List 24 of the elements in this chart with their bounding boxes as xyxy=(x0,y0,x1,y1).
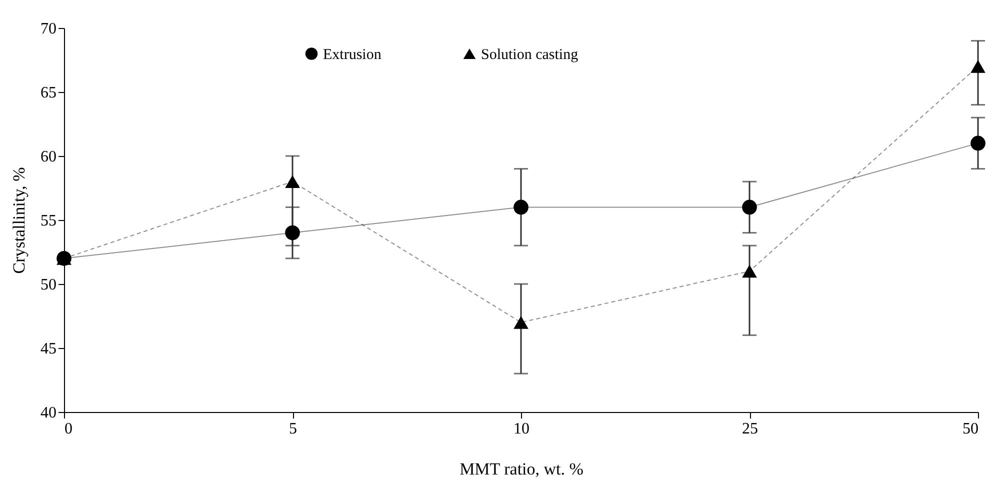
x-tick-label: 50 xyxy=(962,420,978,438)
y-tick-label: 60 xyxy=(40,148,56,166)
y-tick-label: 45 xyxy=(40,340,56,358)
legend-label: Extrusion xyxy=(323,46,382,63)
point xyxy=(514,200,528,215)
point xyxy=(742,264,757,278)
x-tick-label: 25 xyxy=(742,420,758,438)
y-tick-label: 70 xyxy=(40,20,56,38)
y-axis-title: Crystallinity, % xyxy=(10,167,28,274)
y-tick-label: 55 xyxy=(40,212,56,230)
x-tick-label: 10 xyxy=(514,420,530,438)
y-tick-label: 40 xyxy=(40,404,56,422)
legend-label: Solution casting xyxy=(481,46,579,63)
point xyxy=(742,200,757,215)
point xyxy=(970,60,986,73)
x-tick-label: 5 xyxy=(289,420,297,438)
point xyxy=(970,136,986,151)
x-tick-label: 0 xyxy=(64,420,72,438)
y-tick-label: 50 xyxy=(40,276,56,294)
x-axis-title: MMT ratio, wt. % xyxy=(460,460,584,478)
point xyxy=(285,175,300,188)
y-tick-label: 65 xyxy=(40,84,56,102)
point xyxy=(285,225,300,240)
point xyxy=(514,316,528,329)
